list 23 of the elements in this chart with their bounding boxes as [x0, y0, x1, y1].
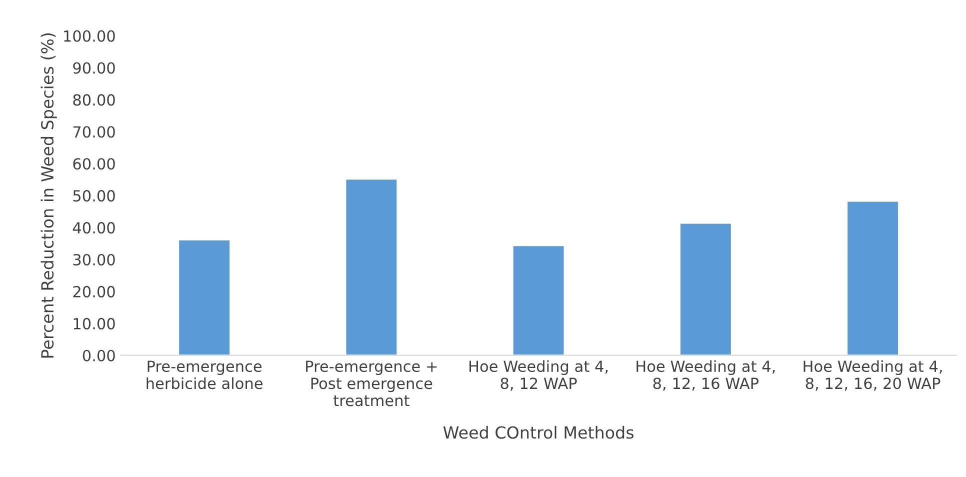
y-axis-title: Percent Reduction in Weed Species (%)	[40, 33, 57, 358]
y-tick-label: 50.00	[73, 190, 115, 202]
y-tick-label: 30.00	[73, 254, 115, 266]
bar	[178, 238, 231, 356]
y-tick-label: 90.00	[73, 62, 115, 74]
x-tick-label: Pre-emergence herbicide alone	[146, 360, 262, 390]
x-tick-label: Hoe Weeding at 4, 8, 12, 16, 20 WAP	[804, 360, 942, 391]
y-tick-label: 20.00	[73, 286, 115, 298]
bar	[344, 178, 398, 356]
y-tick-label: 100.00	[64, 30, 115, 42]
x-tick-label: Hoe Weeding at 4, 8, 12 WAP	[470, 360, 608, 391]
y-tick-label: 0.00	[82, 350, 115, 362]
y-tick-label: 10.00	[74, 318, 115, 330]
x-axis-title: Weed COntrol Methods	[443, 426, 634, 439]
bar	[512, 244, 566, 356]
bar	[846, 200, 900, 356]
y-tick-label: 60.00	[73, 158, 115, 170]
y-tick-label: 40.00	[72, 222, 115, 234]
x-tick-label: Hoe Weeding at 4, 8, 12, 16 WAP	[636, 360, 775, 391]
y-tick-label: 70.00	[73, 126, 115, 138]
x-tick-label: Pre-emergence + Post emergence treatment	[306, 360, 437, 406]
bar	[679, 222, 732, 356]
y-tick-label: 80.00	[73, 94, 115, 106]
